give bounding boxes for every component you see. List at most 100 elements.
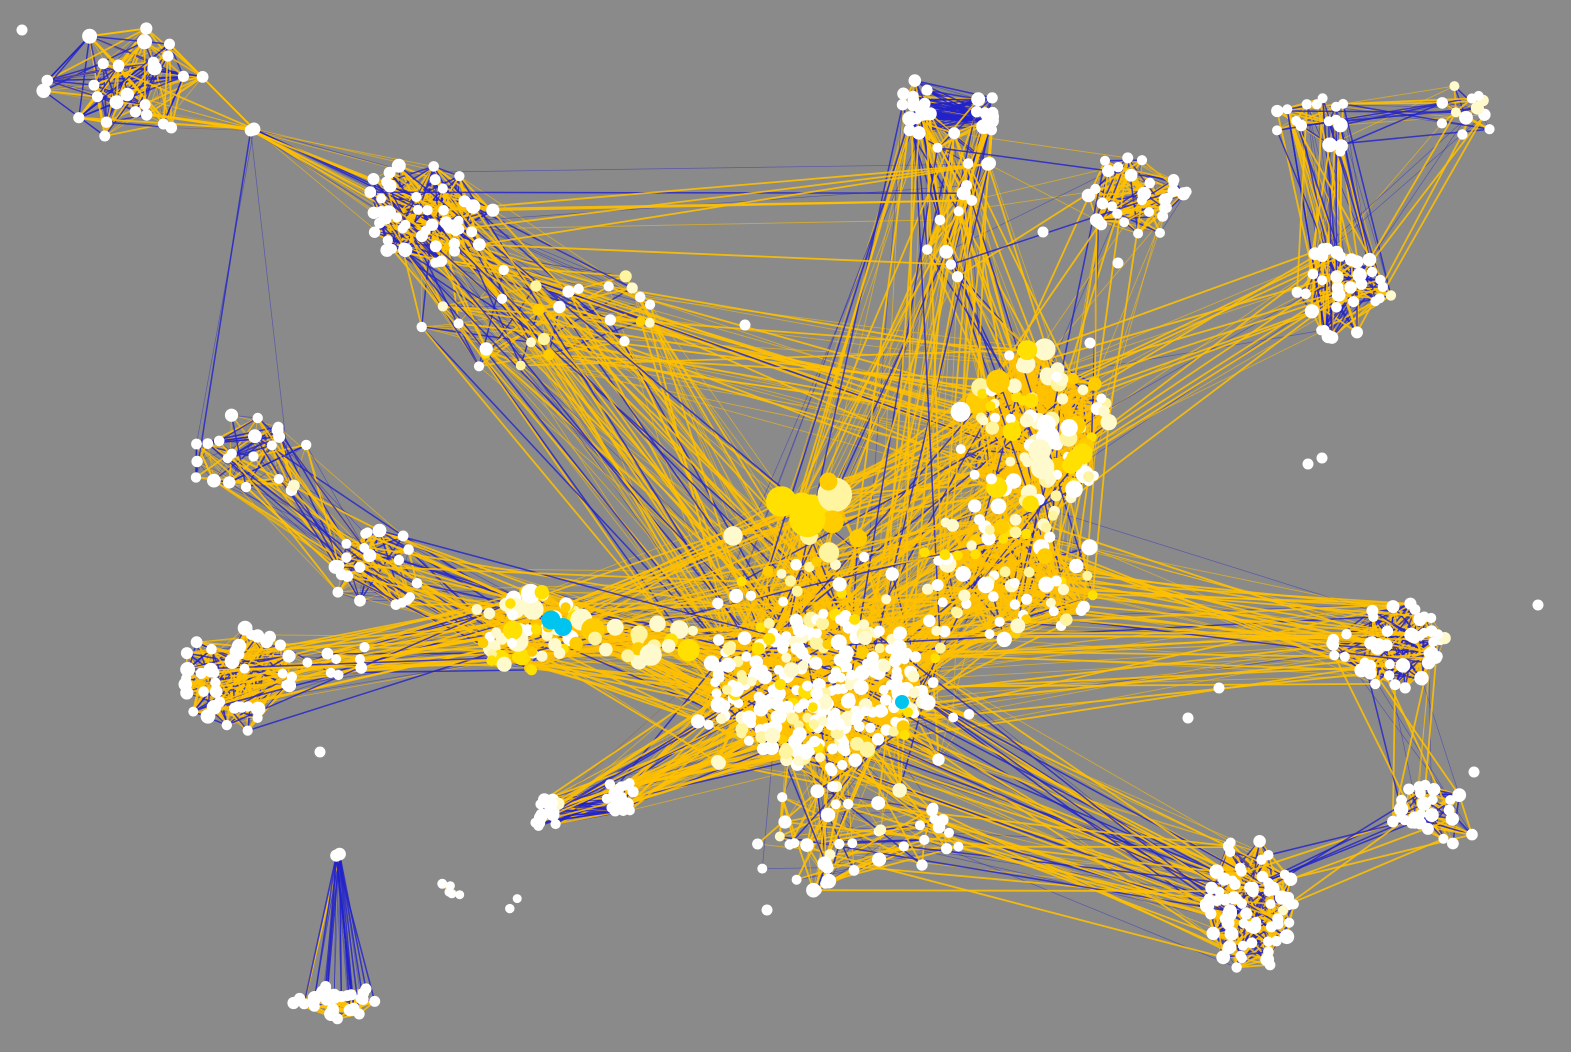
graph-node[interactable]: [649, 615, 666, 632]
graph-node[interactable]: [763, 632, 776, 646]
graph-node[interactable]: [849, 529, 868, 548]
graph-node[interactable]: [815, 616, 830, 631]
graph-node[interactable]: [834, 614, 846, 625]
graph-node[interactable]: [97, 58, 109, 70]
graph-node[interactable]: [1022, 457, 1033, 468]
graph-node[interactable]: [939, 549, 951, 561]
graph-node[interactable]: [354, 594, 366, 607]
graph-node[interactable]: [841, 661, 853, 673]
graph-node[interactable]: [865, 722, 876, 733]
graph-node[interactable]: [1403, 783, 1415, 795]
graph-node[interactable]: [1418, 611, 1430, 623]
graph-node[interactable]: [919, 834, 930, 846]
graph-node[interactable]: [448, 238, 460, 250]
graph-node[interactable]: [1416, 796, 1431, 811]
graph-node[interactable]: [626, 282, 638, 294]
graph-node[interactable]: [1167, 174, 1180, 186]
graph-node[interactable]: [812, 628, 822, 639]
graph-node[interactable]: [1449, 81, 1460, 92]
graph-node[interactable]: [827, 781, 839, 792]
graph-node[interactable]: [1222, 906, 1237, 922]
graph-node[interactable]: [850, 715, 861, 726]
graph-node[interactable]: [916, 859, 928, 871]
graph-node[interactable]: [1231, 962, 1242, 973]
graph-node[interactable]: [871, 733, 885, 746]
graph-node[interactable]: [369, 995, 381, 1007]
graph-node[interactable]: [926, 804, 939, 817]
graph-node[interactable]: [1484, 124, 1495, 135]
graph-node[interactable]: [1223, 841, 1234, 853]
graph-node[interactable]: [1216, 950, 1231, 965]
graph-node[interactable]: [437, 301, 448, 312]
graph-node[interactable]: [41, 74, 54, 87]
graph-node[interactable]: [177, 70, 189, 82]
graph-node[interactable]: [157, 118, 169, 130]
graph-node[interactable]: [1253, 835, 1266, 848]
graph-node[interactable]: [109, 95, 124, 110]
graph-node[interactable]: [601, 793, 612, 804]
graph-node[interactable]: [244, 124, 257, 137]
graph-node[interactable]: [784, 839, 795, 850]
graph-node[interactable]: [1022, 495, 1039, 513]
graph-node[interactable]: [1370, 678, 1381, 690]
graph-node[interactable]: [811, 556, 822, 567]
graph-node[interactable]: [1427, 783, 1441, 797]
graph-node[interactable]: [224, 408, 239, 422]
graph-node[interactable]: [1236, 898, 1248, 909]
graph-node[interactable]: [820, 807, 836, 823]
graph-node[interactable]: [912, 126, 926, 140]
graph-node[interactable]: [1119, 217, 1130, 228]
graph-node[interactable]: [985, 473, 997, 485]
graph-node[interactable]: [986, 369, 1010, 394]
graph-node[interactable]: [994, 519, 1010, 535]
graph-node[interactable]: [1247, 885, 1259, 898]
graph-node[interactable]: [447, 889, 457, 899]
graph-node[interactable]: [971, 106, 983, 118]
graph-node[interactable]: [1083, 471, 1094, 483]
graph-node[interactable]: [802, 680, 813, 692]
graph-node[interactable]: [755, 622, 766, 633]
graph-node[interactable]: [553, 647, 566, 659]
graph-node[interactable]: [1330, 245, 1344, 259]
graph-node[interactable]: [453, 318, 464, 329]
graph-node[interactable]: [91, 91, 103, 103]
graph-node[interactable]: [1238, 940, 1249, 951]
graph-node[interactable]: [382, 235, 393, 246]
graph-node[interactable]: [1009, 578, 1020, 588]
graph-node-isolated[interactable]: [1468, 766, 1480, 778]
graph-node[interactable]: [513, 648, 531, 666]
graph-node[interactable]: [956, 186, 971, 201]
graph-node[interactable]: [830, 634, 847, 651]
graph-node[interactable]: [1044, 531, 1056, 543]
graph-node-isolated[interactable]: [1112, 257, 1124, 269]
graph-node[interactable]: [871, 796, 886, 811]
graph-node[interactable]: [810, 687, 823, 700]
graph-node[interactable]: [1291, 286, 1303, 298]
graph-node[interactable]: [393, 554, 405, 566]
graph-node[interactable]: [941, 843, 953, 855]
graph-node[interactable]: [809, 635, 824, 650]
graph-node[interactable]: [774, 831, 785, 842]
graph-node[interactable]: [321, 647, 334, 660]
graph-node[interactable]: [1399, 682, 1411, 694]
graph-node[interactable]: [520, 583, 541, 604]
graph-node[interactable]: [355, 654, 365, 665]
graph-node[interactable]: [631, 632, 645, 646]
graph-node[interactable]: [1162, 192, 1173, 203]
graph-node[interactable]: [712, 756, 726, 770]
graph-node[interactable]: [1113, 162, 1124, 173]
graph-node[interactable]: [931, 579, 944, 592]
graph-node[interactable]: [790, 558, 802, 571]
graph-node[interactable]: [950, 606, 962, 618]
graph-node[interactable]: [190, 472, 202, 483]
graph-node[interactable]: [971, 92, 986, 107]
graph-node[interactable]: [1044, 474, 1057, 486]
graph-node[interactable]: [770, 697, 784, 711]
graph-node-isolated[interactable]: [1182, 712, 1194, 724]
graph-node[interactable]: [1404, 597, 1417, 610]
graph-node[interactable]: [1447, 837, 1459, 850]
graph-node[interactable]: [860, 706, 871, 717]
graph-node[interactable]: [903, 707, 913, 718]
graph-node[interactable]: [1344, 253, 1358, 267]
graph-node[interactable]: [817, 716, 829, 727]
